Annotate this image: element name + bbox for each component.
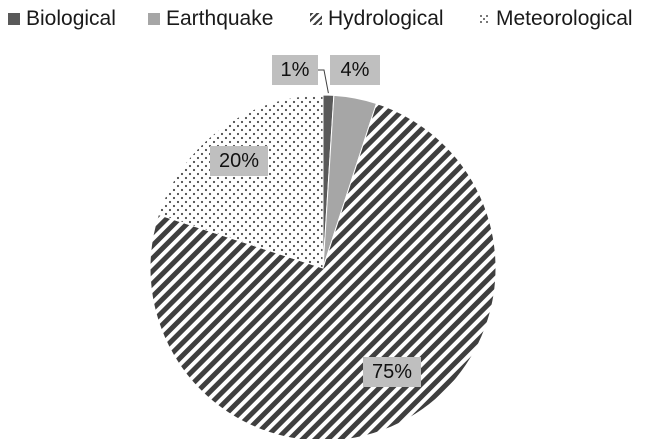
- legend-swatch-biological: [8, 13, 20, 25]
- legend-item-hydrological: Hydrological: [310, 6, 444, 32]
- data-label-biological: 1%: [272, 55, 318, 85]
- legend-item-biological: Biological: [8, 6, 116, 32]
- legend-swatch-meteorological: [478, 13, 490, 25]
- legend-item-earthquake: Earthquake: [148, 6, 273, 32]
- leader-line-biological: [318, 69, 329, 94]
- legend-swatch-earthquake: [148, 13, 160, 25]
- pie-slice-meteorological: [157, 94, 324, 269]
- data-label-earthquake: 4%: [330, 55, 380, 85]
- chart-legend: Biological Earthquake Hydrological: [0, 6, 646, 32]
- pie-slice-hydrological: [149, 102, 497, 439]
- legend-item-meteorological: Meteorological: [478, 6, 633, 32]
- data-label-hydrological: 75%: [363, 357, 421, 387]
- data-label-meteorological: 20%: [210, 146, 268, 176]
- legend-swatch-hydrological: [310, 13, 322, 25]
- legend-label-biological: Biological: [26, 7, 116, 30]
- legend-label-meteorological: Meteorological: [496, 7, 633, 30]
- legend-label-hydrological: Hydrological: [328, 7, 444, 30]
- legend-label-earthquake: Earthquake: [166, 7, 274, 30]
